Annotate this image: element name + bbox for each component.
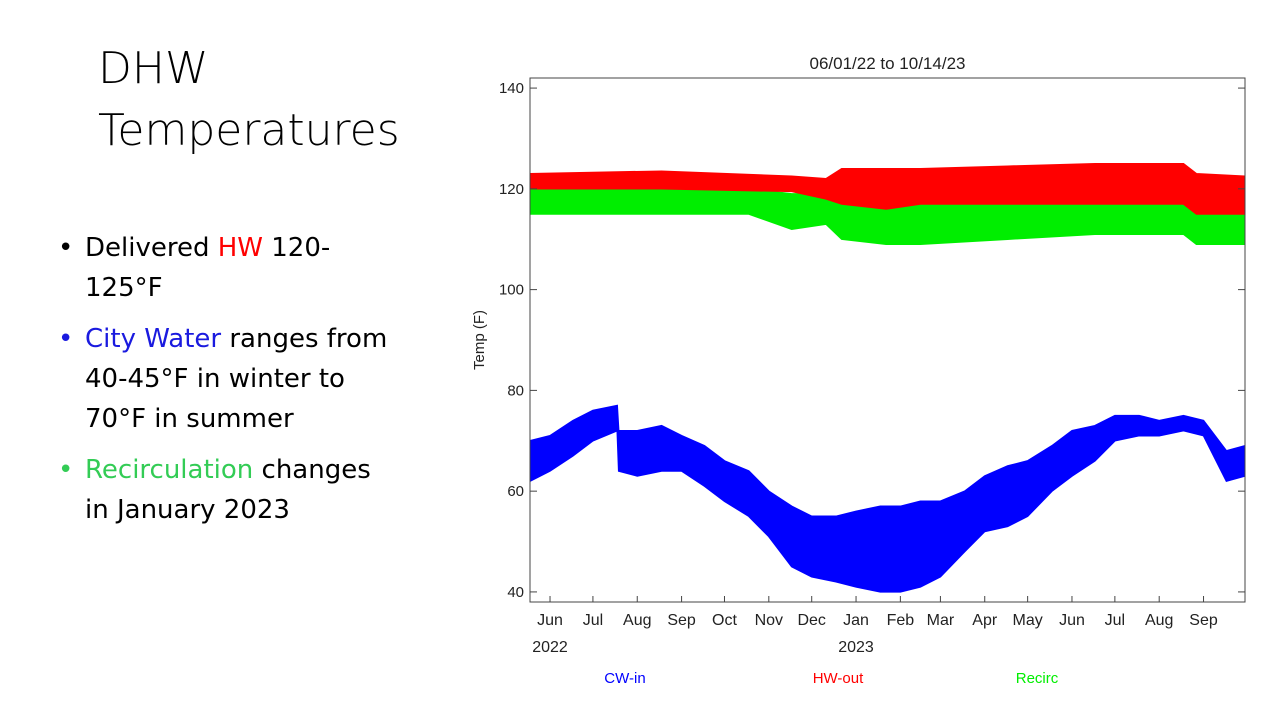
x-year-label: 2022 bbox=[532, 639, 568, 656]
x-tick-label: May bbox=[1013, 612, 1043, 629]
bullet-dot: • bbox=[58, 233, 74, 263]
bullet-text-part: Delivered bbox=[85, 233, 218, 263]
y-tick-label: 60 bbox=[507, 483, 524, 500]
x-tick-label: Apr bbox=[972, 612, 998, 629]
x-tick-label: Oct bbox=[712, 612, 737, 629]
x-tick-label: Nov bbox=[755, 612, 783, 629]
bullet-city-water: • City Water ranges from 40-45°F in wint… bbox=[58, 319, 398, 439]
y-tick-label: 40 bbox=[507, 584, 524, 601]
temperature-chart: 06/01/22 to 10/14/23 40 60 80 100 120 140 Temp … bbox=[471, 54, 1246, 687]
bullet-hot-water: • Delivered HW 120-125°F bbox=[58, 228, 398, 308]
x-tick-label: Jul bbox=[583, 612, 603, 629]
bullet-hw-highlight: HW bbox=[217, 233, 263, 263]
y-tick-label: 100 bbox=[499, 282, 524, 299]
x-tick-label: Jan bbox=[843, 612, 869, 629]
bullet-list: • Delivered HW 120-125°F • City Water ra… bbox=[58, 228, 398, 541]
bullet-recirculation-highlight: Recirculation bbox=[85, 455, 254, 485]
y-tick-label: 120 bbox=[499, 181, 524, 198]
slide-title-line-2: Temperatures bbox=[98, 105, 400, 156]
x-tick-label: Dec bbox=[797, 612, 825, 629]
chart-title: 06/01/22 to 10/14/23 bbox=[810, 54, 966, 73]
y-tick-label: 80 bbox=[507, 382, 524, 399]
x-tick-label: Feb bbox=[887, 612, 915, 629]
slide-title-line-1: DHW bbox=[98, 43, 209, 94]
series-band-cw-in bbox=[530, 404, 1245, 593]
x-tick-label: Mar bbox=[927, 612, 955, 629]
bullet-recirculation: • Recirculation changes in January 2023 bbox=[58, 450, 398, 530]
y-axis-label: Temp (F) bbox=[471, 310, 488, 370]
x-tick-label: Aug bbox=[1145, 612, 1173, 629]
slide-title: DHW Temperatures bbox=[98, 38, 458, 162]
x-year-label: 2023 bbox=[838, 639, 874, 656]
series-band-hw-out bbox=[530, 162, 1245, 215]
legend-entry: Recirc bbox=[1016, 670, 1059, 687]
bullet-city-water-highlight: City Water bbox=[85, 324, 222, 354]
plot-frame bbox=[529, 77, 1246, 603]
y-tick-label: 140 bbox=[499, 80, 524, 97]
bullet-dot: • bbox=[58, 324, 74, 354]
x-tick-label: Jun bbox=[537, 612, 563, 629]
bullet-text-part: changes in January 2023 bbox=[85, 455, 371, 525]
x-tick-label: Jul bbox=[1105, 612, 1125, 629]
x-tick-label: Jun bbox=[1059, 612, 1085, 629]
x-tick-label: Aug bbox=[623, 612, 651, 629]
legend-entry: HW-out bbox=[813, 670, 864, 687]
x-tick-label: Sep bbox=[667, 612, 696, 629]
x-tick-label: Sep bbox=[1189, 612, 1218, 629]
bullet-text-part: ranges from 40-45°F in winter to 70°F in… bbox=[85, 324, 388, 434]
bullet-text-part: 120-125°F bbox=[85, 233, 331, 303]
bullet-dot: • bbox=[58, 455, 74, 485]
legend-entry: CW-in bbox=[604, 670, 645, 687]
